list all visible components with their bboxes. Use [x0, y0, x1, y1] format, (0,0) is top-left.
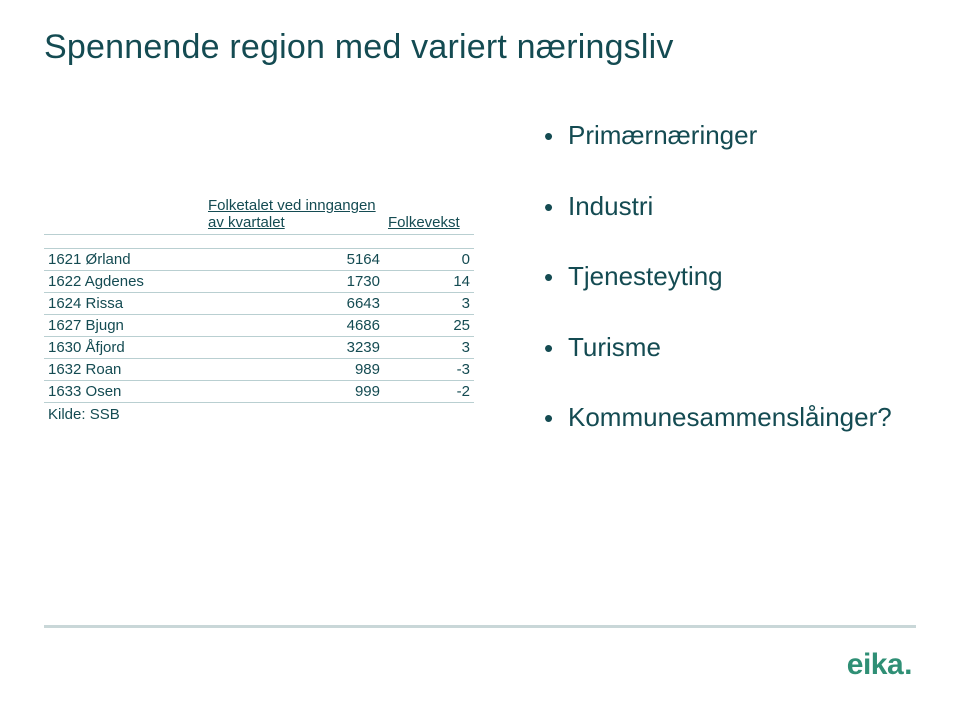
bullet-icon: • — [544, 257, 558, 299]
bullet-icon: • — [544, 116, 558, 158]
cell-pop: 999 — [204, 381, 384, 403]
cell-pop: 1730 — [204, 271, 384, 293]
cell-growth: 25 — [384, 315, 474, 337]
logo-text: eika — [847, 648, 903, 682]
cell-growth: -2 — [384, 381, 474, 403]
cell-growth: 14 — [384, 271, 474, 293]
table-header-blank — [44, 195, 204, 235]
bullet-icon: • — [544, 187, 558, 229]
list-item: • Tjenesteyting — [544, 256, 892, 299]
bullet-label: Industri — [568, 186, 653, 228]
table-row: 1622 Agdenes 1730 14 — [44, 271, 474, 293]
table-header-growth: Folkevekst — [384, 195, 474, 235]
bullet-label: Primærnæringer — [568, 115, 757, 157]
page-title: Spennende region med variert næringsliv — [44, 28, 916, 67]
cell-label: 1630 Åfjord — [44, 337, 204, 359]
bullet-icon: • — [544, 398, 558, 440]
cell-pop: 3239 — [204, 337, 384, 359]
table-row: 1632 Roan 989 -3 — [44, 359, 474, 381]
cell-label: 1624 Rissa — [44, 293, 204, 315]
cell-growth: 0 — [384, 249, 474, 271]
cell-growth: 3 — [384, 337, 474, 359]
table-row: 1624 Rissa 6643 3 — [44, 293, 474, 315]
population-table-wrap: Folketalet ved inngangen av kvartalet Fo… — [44, 195, 474, 425]
cell-label: 1627 Bjugn — [44, 315, 204, 337]
bullet-label: Kommunesammenslåinger? — [568, 397, 892, 439]
cell-label: 1621 Ørland — [44, 249, 204, 271]
table-row: 1630 Åfjord 3239 3 — [44, 337, 474, 359]
bullet-icon: • — [544, 328, 558, 370]
table-row: 1627 Bjugn 4686 25 — [44, 315, 474, 337]
cell-pop: 6643 — [204, 293, 384, 315]
cell-growth: 3 — [384, 293, 474, 315]
table-row: 1621 Ørland 5164 0 — [44, 249, 474, 271]
cell-pop: 5164 — [204, 249, 384, 271]
footer-divider — [44, 625, 916, 628]
cell-label: 1632 Roan — [44, 359, 204, 381]
bullet-label: Turisme — [568, 327, 661, 369]
cell-label: 1622 Agdenes — [44, 271, 204, 293]
cell-pop: 4686 — [204, 315, 384, 337]
table-row: 1633 Osen 999 -2 — [44, 381, 474, 403]
table-header-population: Folketalet ved inngangen av kvartalet — [204, 195, 384, 235]
content-row: Folketalet ved inngangen av kvartalet Fo… — [44, 115, 916, 468]
population-table: Folketalet ved inngangen av kvartalet Fo… — [44, 195, 474, 425]
bullet-list: • Primærnæringer • Industri • Tjenesteyt… — [544, 115, 892, 468]
list-item: • Turisme — [544, 327, 892, 370]
list-item: • Primærnæringer — [544, 115, 892, 158]
table-source: Kilde: SSB — [44, 403, 474, 426]
list-item: • Kommunesammenslåinger? — [544, 397, 892, 440]
cell-growth: -3 — [384, 359, 474, 381]
cell-pop: 989 — [204, 359, 384, 381]
list-item: • Industri — [544, 186, 892, 229]
brand-logo: eika. — [847, 648, 916, 682]
bullet-label: Tjenesteyting — [568, 256, 723, 298]
logo-dot-icon: . — [904, 648, 912, 682]
cell-label: 1633 Osen — [44, 381, 204, 403]
